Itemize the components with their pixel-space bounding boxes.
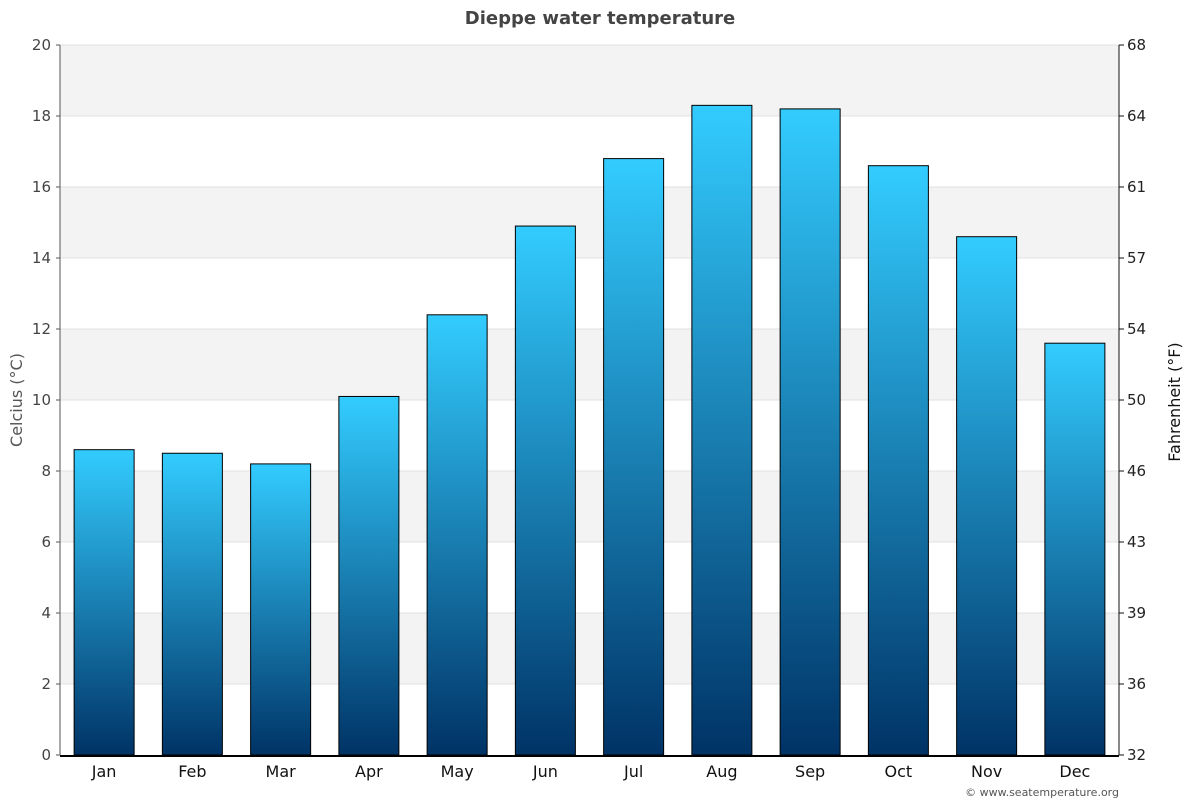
background-band bbox=[60, 329, 1119, 400]
category-labels: Jan Feb Mar Apr May Jun Jul Aug Sep Oct Nov Dec bbox=[91, 762, 1091, 781]
background-band bbox=[60, 613, 1119, 684]
right-tick-labels: 32 36 39 43 46 50 54 57 61 64 68 bbox=[1127, 36, 1146, 764]
bar-nov bbox=[956, 236, 1018, 756]
right-tick-label: 54 bbox=[1127, 320, 1146, 338]
right-tick-label: 46 bbox=[1127, 462, 1146, 480]
bar-sep bbox=[779, 108, 841, 756]
bar-mar bbox=[250, 463, 312, 756]
category-label: Jun bbox=[532, 762, 558, 781]
right-tick-label: 36 bbox=[1127, 675, 1146, 693]
right-tick-label: 32 bbox=[1127, 746, 1146, 764]
left-tick-label: 14 bbox=[32, 249, 51, 267]
bar-dec bbox=[1044, 342, 1106, 756]
credit-text: © www.seatemperature.org bbox=[965, 786, 1119, 799]
left-tick-labels: 0 2 4 6 8 10 12 14 16 18 20 bbox=[32, 36, 51, 764]
y-axis-title-left: Celcius (°C) bbox=[7, 353, 26, 447]
background-band bbox=[60, 116, 1119, 187]
bar-oct bbox=[867, 165, 929, 756]
left-tick-label: 8 bbox=[41, 462, 51, 480]
left-tick-label: 10 bbox=[32, 391, 51, 409]
category-label: Sep bbox=[795, 762, 825, 781]
axes bbox=[56, 44, 1124, 757]
right-tick-label: 39 bbox=[1127, 604, 1146, 622]
category-label: Dec bbox=[1059, 762, 1090, 781]
left-tick-label: 4 bbox=[41, 604, 51, 622]
right-tick-label: 43 bbox=[1127, 533, 1146, 551]
gridlines bbox=[60, 44, 1119, 685]
right-tick-label: 57 bbox=[1127, 249, 1146, 267]
background-band bbox=[60, 45, 1119, 116]
category-label: May bbox=[441, 762, 474, 781]
background-band bbox=[60, 400, 1119, 471]
left-tick-label: 20 bbox=[32, 36, 51, 54]
category-label: Mar bbox=[266, 762, 297, 781]
background-bands bbox=[60, 45, 1119, 755]
bar-feb bbox=[161, 452, 223, 756]
right-tick-label: 50 bbox=[1127, 391, 1146, 409]
bar-jan bbox=[73, 449, 135, 756]
category-label: Oct bbox=[885, 762, 913, 781]
left-tick-label: 2 bbox=[41, 675, 51, 693]
chart-title: Dieppe water temperature bbox=[465, 8, 735, 29]
background-band bbox=[60, 258, 1119, 329]
left-tick-label: 6 bbox=[41, 533, 51, 551]
background-band bbox=[60, 471, 1119, 542]
bar-aug bbox=[691, 104, 753, 756]
category-label: Jan bbox=[91, 762, 117, 781]
background-band bbox=[60, 187, 1119, 258]
category-label: Jul bbox=[623, 762, 643, 781]
bar-may bbox=[426, 314, 488, 756]
left-tick-label: 0 bbox=[41, 746, 51, 764]
left-tick-label: 12 bbox=[32, 320, 51, 338]
background-band bbox=[60, 542, 1119, 613]
category-label: Nov bbox=[971, 762, 1002, 781]
background-band bbox=[60, 684, 1119, 755]
bar-jun bbox=[514, 225, 576, 756]
right-tick-label: 61 bbox=[1127, 178, 1146, 196]
right-tick-label: 68 bbox=[1127, 36, 1146, 54]
left-tick-label: 18 bbox=[32, 107, 51, 125]
category-label: Aug bbox=[706, 762, 737, 781]
category-label: Apr bbox=[355, 762, 383, 781]
right-tick-label: 64 bbox=[1127, 107, 1146, 125]
bar-jul bbox=[603, 158, 665, 756]
left-tick-label: 16 bbox=[32, 178, 51, 196]
bars bbox=[73, 104, 1106, 756]
bar-apr bbox=[338, 395, 400, 756]
y-axis-title-right: Fahrenheit (°F) bbox=[1165, 342, 1184, 461]
category-label: Feb bbox=[178, 762, 206, 781]
